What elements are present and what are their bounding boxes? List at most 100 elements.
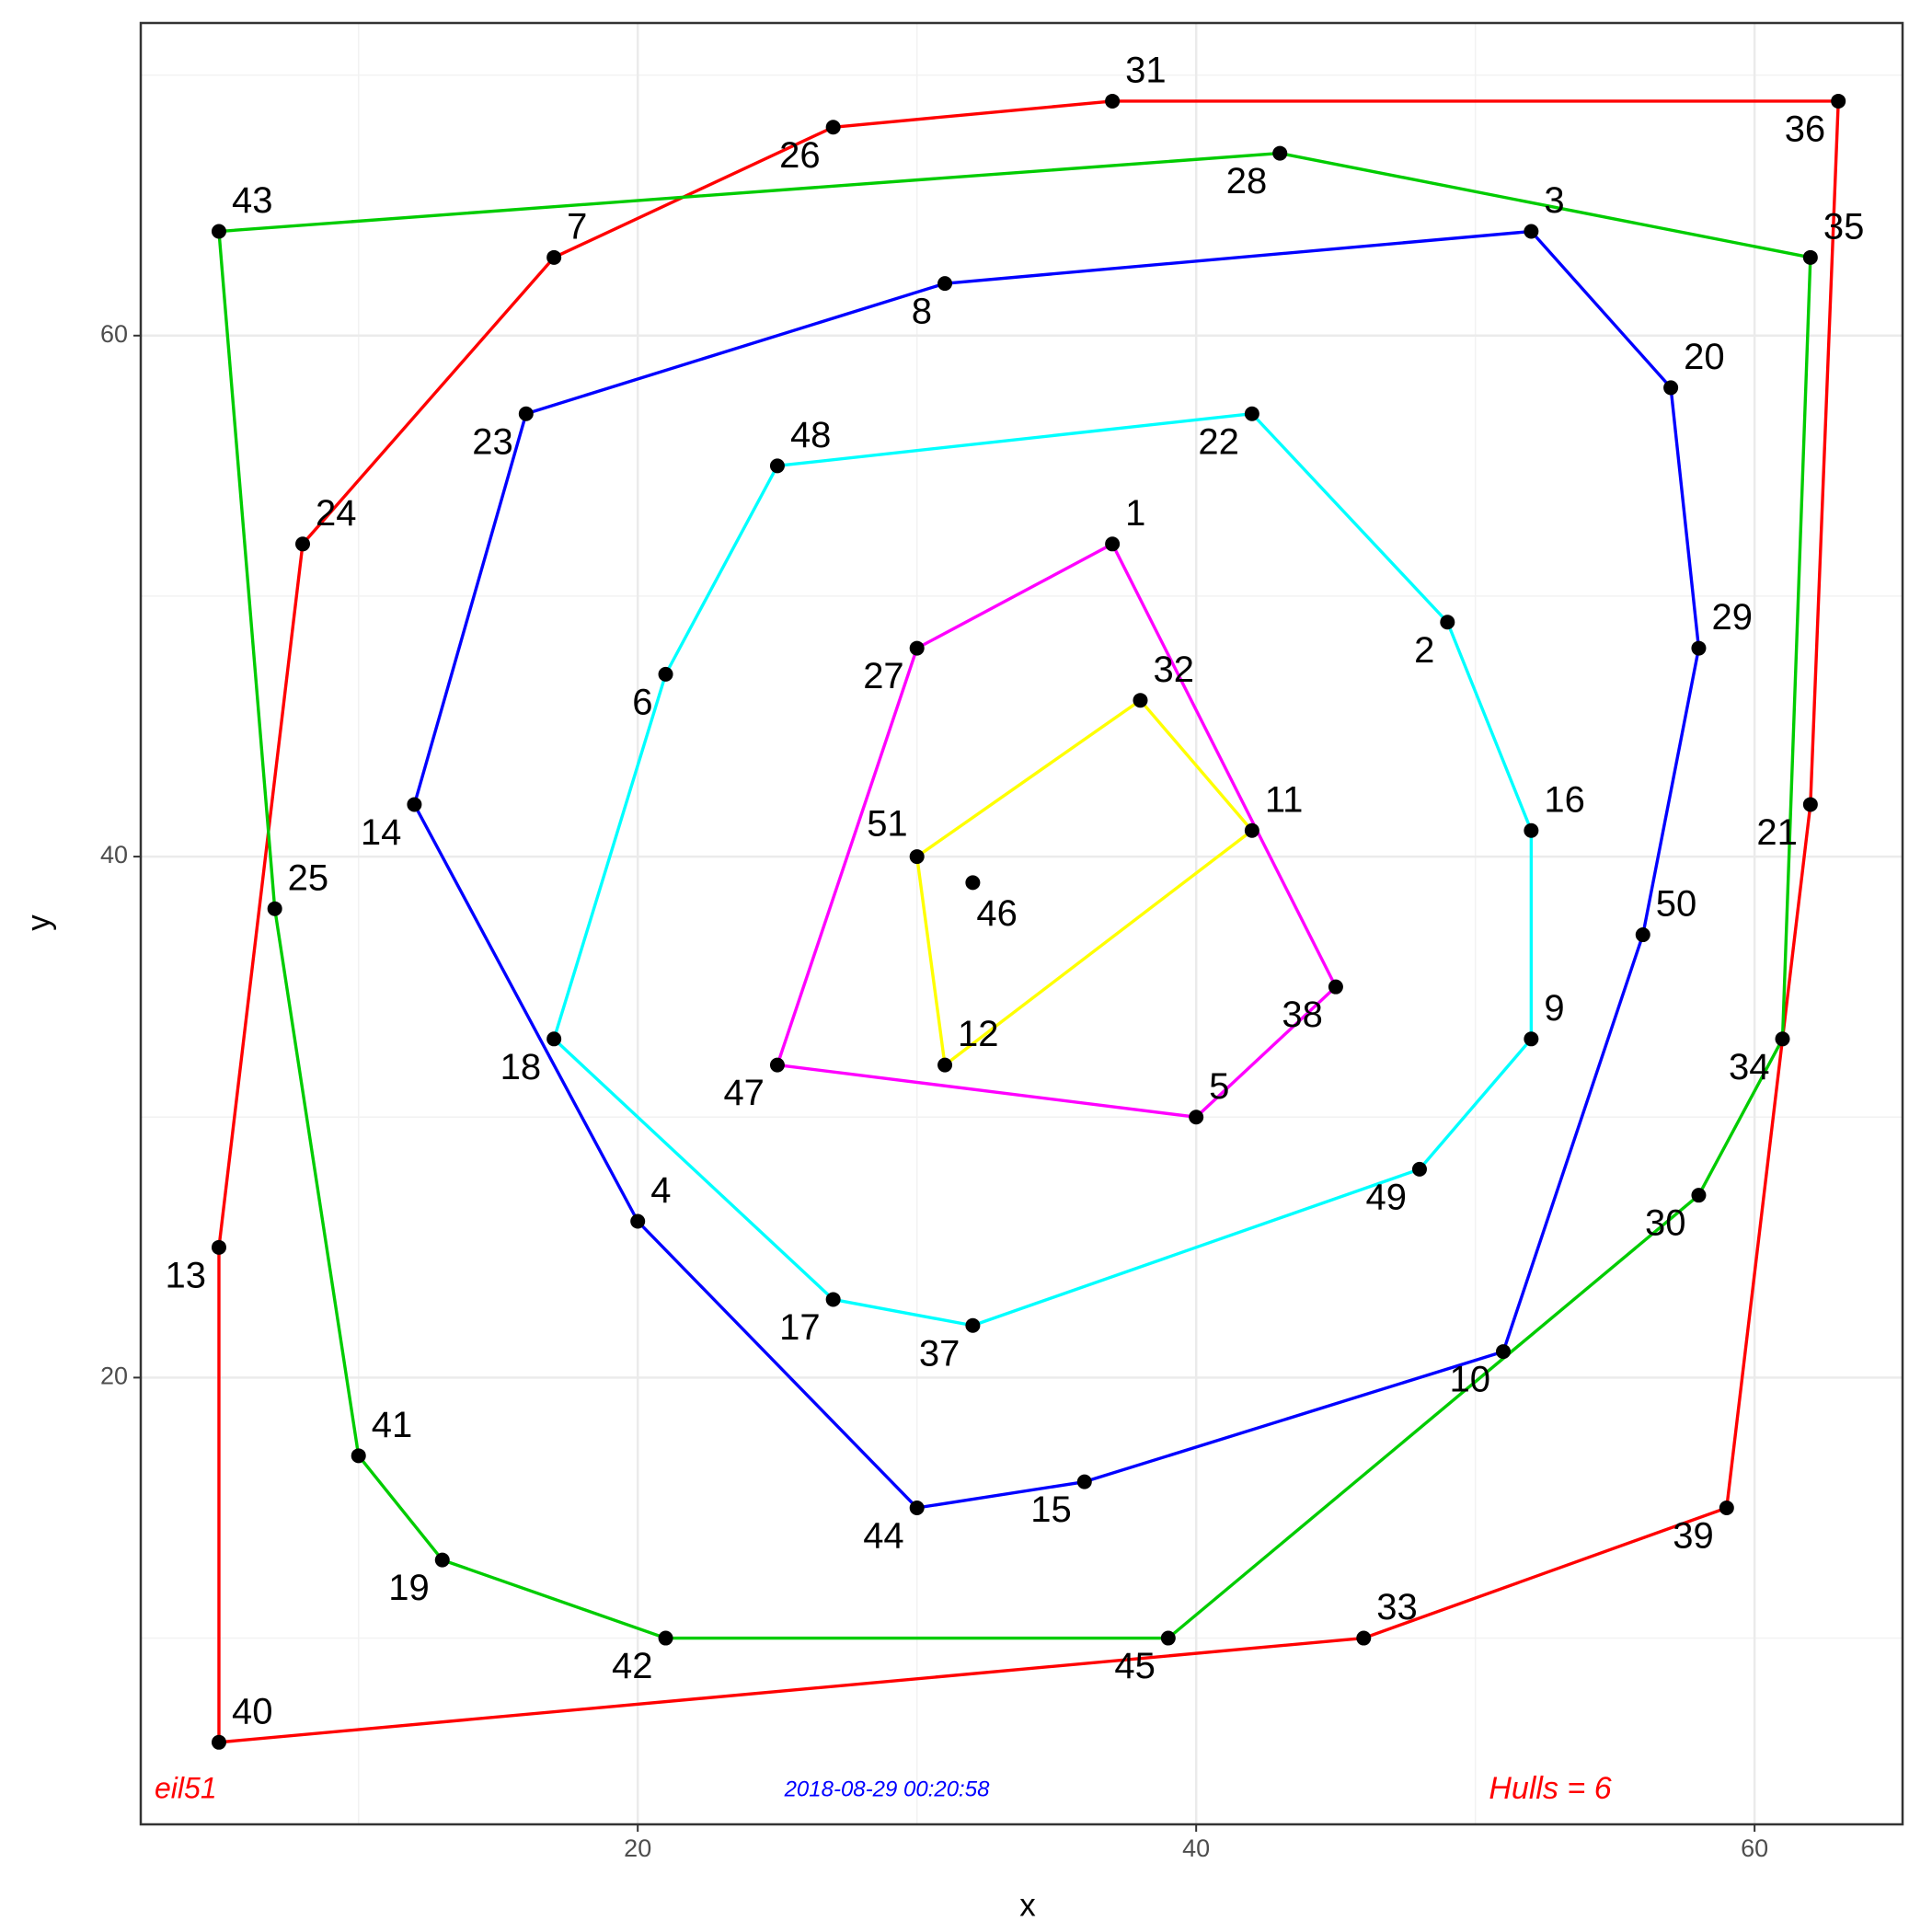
point bbox=[965, 875, 981, 891]
point bbox=[1802, 797, 1818, 812]
point-label: 31 bbox=[1125, 51, 1167, 91]
point bbox=[630, 1213, 646, 1229]
point-label: 46 bbox=[976, 893, 1018, 934]
point bbox=[1719, 1500, 1734, 1515]
point bbox=[1802, 249, 1818, 265]
panel-border bbox=[139, 21, 1904, 1826]
point bbox=[769, 1057, 785, 1073]
point-label: 8 bbox=[912, 292, 932, 332]
point-label: 48 bbox=[790, 415, 832, 455]
point-label: 41 bbox=[372, 1405, 413, 1445]
point bbox=[211, 224, 226, 239]
y-tick-label: 20 bbox=[100, 1363, 128, 1390]
point bbox=[211, 1734, 226, 1750]
point-label: 49 bbox=[1365, 1177, 1407, 1217]
hull-line bbox=[412, 229, 1701, 1510]
point bbox=[937, 276, 953, 292]
hull-line bbox=[776, 542, 1338, 1119]
point-label: 11 bbox=[1265, 779, 1304, 820]
point-label: 51 bbox=[867, 804, 908, 845]
point bbox=[295, 536, 311, 552]
point-label: 5 bbox=[1209, 1066, 1229, 1107]
point-label: 2 bbox=[1414, 630, 1434, 671]
point-label: 21 bbox=[1756, 812, 1798, 853]
point bbox=[1133, 693, 1148, 708]
point-label: 18 bbox=[500, 1047, 542, 1087]
point-label: 50 bbox=[1656, 884, 1697, 925]
x-tick-label: 60 bbox=[1741, 1834, 1768, 1862]
point-label: 25 bbox=[288, 857, 329, 898]
y-axis-title: y bbox=[20, 914, 56, 931]
point bbox=[825, 120, 841, 135]
point bbox=[1496, 1344, 1512, 1360]
point-label: 43 bbox=[232, 180, 273, 221]
point-label: 39 bbox=[1673, 1516, 1714, 1557]
point-label: 27 bbox=[863, 656, 904, 696]
point-label: 20 bbox=[1684, 337, 1725, 377]
point-label: 3 bbox=[1544, 180, 1564, 221]
point bbox=[1160, 1630, 1176, 1646]
point-label: 35 bbox=[1823, 206, 1865, 247]
point bbox=[909, 849, 925, 865]
point-label: 16 bbox=[1544, 779, 1585, 820]
point-label: 36 bbox=[1785, 109, 1826, 150]
point bbox=[211, 1239, 226, 1255]
point bbox=[1105, 93, 1121, 109]
point-label: 33 bbox=[1376, 1587, 1418, 1627]
point bbox=[1356, 1630, 1372, 1646]
x-tick-label: 20 bbox=[624, 1834, 651, 1862]
point bbox=[825, 1292, 841, 1307]
point bbox=[1189, 1110, 1204, 1125]
point bbox=[1244, 406, 1259, 421]
point bbox=[1328, 979, 1343, 995]
point-label: 45 bbox=[1114, 1646, 1156, 1686]
point bbox=[1691, 1188, 1707, 1203]
point-label: 34 bbox=[1729, 1047, 1770, 1087]
point-label: 9 bbox=[1544, 988, 1564, 1029]
point bbox=[1076, 1474, 1092, 1489]
point bbox=[1831, 93, 1846, 109]
x-axis-title: x bbox=[1019, 1887, 1036, 1923]
point-label: 17 bbox=[779, 1307, 821, 1348]
point-label: 19 bbox=[388, 1568, 430, 1608]
point-label: 12 bbox=[958, 1014, 999, 1054]
point bbox=[658, 1630, 673, 1646]
point-label: 28 bbox=[1226, 161, 1268, 201]
point-label: 14 bbox=[361, 812, 402, 853]
point bbox=[407, 797, 422, 812]
point bbox=[1524, 224, 1539, 239]
y-tick-label: 40 bbox=[100, 841, 128, 868]
point bbox=[1411, 1161, 1427, 1177]
point bbox=[909, 1500, 925, 1515]
point-label: 4 bbox=[650, 1170, 671, 1211]
point-label: 13 bbox=[165, 1255, 206, 1295]
point bbox=[1244, 822, 1259, 838]
point bbox=[1663, 380, 1679, 396]
x-tick-label: 40 bbox=[1182, 1834, 1210, 1862]
point-label: 6 bbox=[632, 682, 652, 722]
point bbox=[1272, 145, 1288, 161]
point bbox=[1524, 822, 1539, 838]
point-label: 37 bbox=[919, 1333, 960, 1374]
point bbox=[267, 901, 282, 916]
annotation: Hulls = 6 bbox=[1489, 1771, 1611, 1806]
point-label: 22 bbox=[1198, 421, 1239, 462]
point-label: 40 bbox=[232, 1691, 273, 1731]
point-label: 10 bbox=[1450, 1360, 1491, 1400]
point bbox=[769, 458, 785, 474]
point-label: 7 bbox=[567, 206, 587, 247]
point-label: 38 bbox=[1282, 995, 1323, 1035]
point-label: 15 bbox=[1030, 1489, 1072, 1530]
point bbox=[546, 249, 562, 265]
point-label: 42 bbox=[612, 1646, 653, 1686]
point bbox=[1635, 927, 1650, 943]
hull-line bbox=[217, 99, 1840, 1744]
point bbox=[658, 666, 673, 682]
point bbox=[1775, 1031, 1790, 1047]
point bbox=[1105, 536, 1121, 552]
point-label: 26 bbox=[779, 135, 821, 176]
point-label: 32 bbox=[1153, 650, 1194, 690]
point-label: 23 bbox=[472, 421, 513, 462]
point bbox=[546, 1031, 562, 1047]
